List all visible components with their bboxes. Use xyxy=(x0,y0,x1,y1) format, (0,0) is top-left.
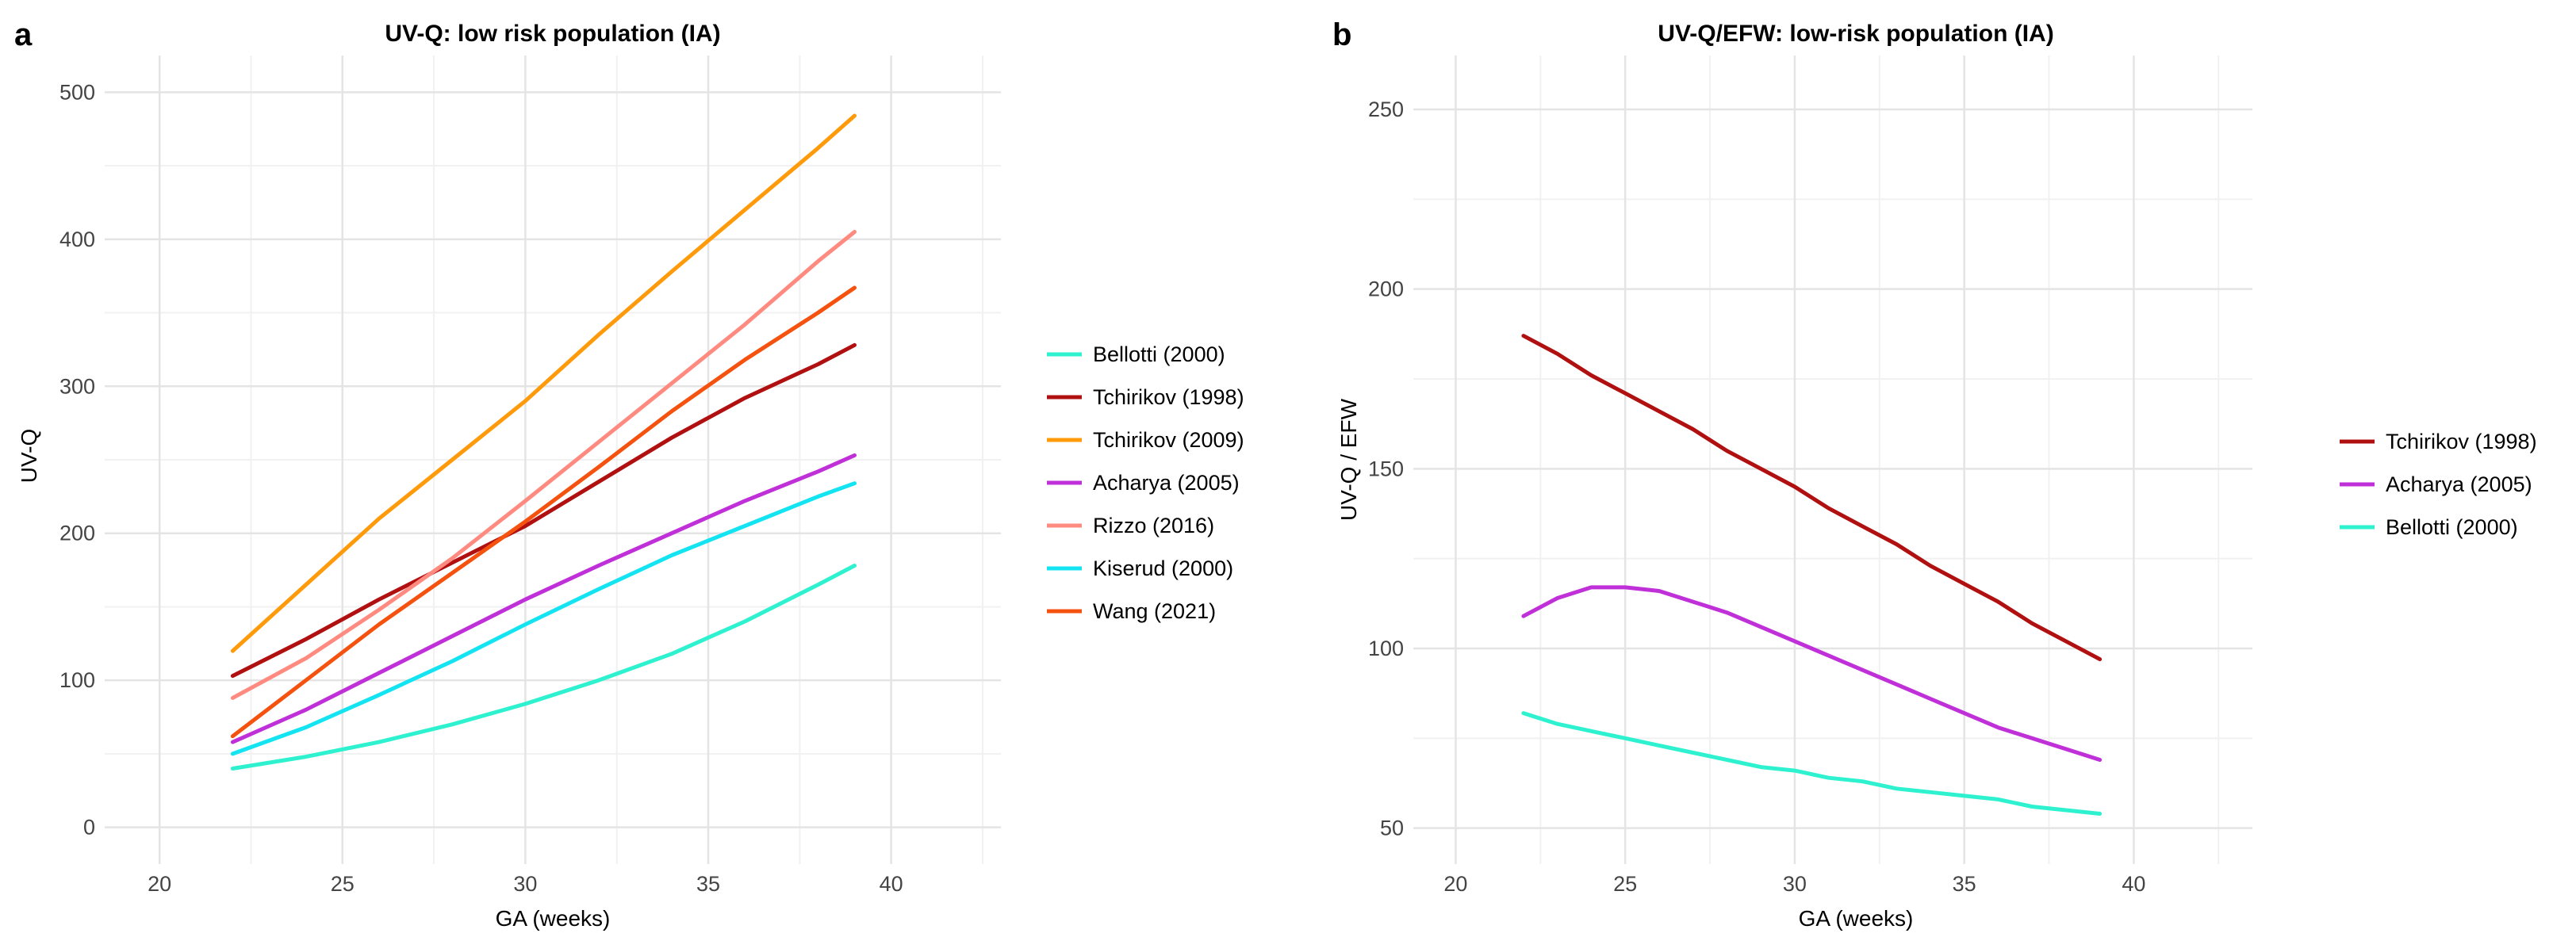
b-y-tick-label: 100 xyxy=(1368,637,1404,660)
panel-a-y-axis-label: UV-Q xyxy=(17,429,41,483)
b-series-line-tchirikov-1998 xyxy=(1521,334,2103,662)
a-x-tick-label: 40 xyxy=(880,872,903,896)
b-y-tick-label: 150 xyxy=(1368,457,1404,480)
panel-b-letter: b xyxy=(1332,17,1351,52)
a-x-tick-label: 30 xyxy=(513,872,537,896)
a-y-tick-label: 500 xyxy=(59,80,95,104)
panel-a-series-lines xyxy=(230,113,857,771)
a-y-tick-label: 400 xyxy=(59,228,95,251)
a-series-line-acharya-2005 xyxy=(230,453,857,744)
a-legend-label: Bellotti (2000) xyxy=(1093,342,1225,366)
panel-b-grid xyxy=(1413,55,2252,864)
a-legend-label: Kiserud (2000) xyxy=(1093,556,1233,580)
b-legend-label: Tchirikov (1998) xyxy=(2386,430,2537,453)
b-y-tick-label: 50 xyxy=(1380,817,1404,840)
panel-b: b UV-Q/EFW: low-risk population (IA) 20 2… xyxy=(1332,17,2537,931)
a-y-tick-label: 200 xyxy=(59,522,95,545)
b-x-tick-label: 20 xyxy=(1443,872,1467,896)
panel-b-legend: Tchirikov (1998) Acharya (2005) Bellotti (… xyxy=(2340,430,2537,539)
panel-b-x-axis-label: GA (weeks) xyxy=(1799,906,1914,931)
panel-a-letter: a xyxy=(14,17,33,52)
a-series-line-wang-2021 xyxy=(230,285,857,739)
a-legend-label: Tchirikov (2009) xyxy=(1093,428,1244,452)
a-x-tick-label: 25 xyxy=(331,872,355,896)
panel-a-grid xyxy=(105,55,1001,864)
b-x-tick-label: 30 xyxy=(1783,872,1807,896)
a-series-line-tchirikov-1998 xyxy=(230,342,857,679)
panel-b-y-axis-label: UV-Q / EFW xyxy=(1336,398,1361,521)
a-y-tick-label: 300 xyxy=(59,374,95,398)
a-series-line-tchirikov-2009 xyxy=(230,113,857,653)
a-x-tick-label: 35 xyxy=(696,872,720,896)
a-legend-label: Tchirikov (1998) xyxy=(1093,385,1244,409)
a-legend-label: Wang (2021) xyxy=(1093,599,1216,623)
b-series-line-acharya-2005 xyxy=(1521,585,2103,762)
b-x-tick-label: 35 xyxy=(1953,872,1976,896)
a-x-tick-label: 20 xyxy=(148,872,171,896)
b-legend-label: Acharya (2005) xyxy=(2386,472,2532,496)
a-series-line-rizzo-2016 xyxy=(230,230,857,700)
panel-b-tick-labels: 20 25 30 35 40 50 100 150 200 250 xyxy=(1368,98,2145,896)
panel-a-x-axis-label: GA (weeks) xyxy=(496,906,611,931)
a-series-line-bellotti-2000 xyxy=(230,564,857,771)
b-x-tick-label: 25 xyxy=(1613,872,1637,896)
a-legend-label: Rizzo (2016) xyxy=(1093,514,1214,537)
panel-a-title: UV-Q: low risk population (IA) xyxy=(385,21,720,47)
panel-b-title: UV-Q/EFW: low-risk population (IA) xyxy=(1658,21,2053,47)
panel-b-series-lines xyxy=(1521,334,2103,816)
panel-a: a UV-Q: low risk population (IA) 20 25 30 3… xyxy=(14,17,1244,931)
b-series-line-bellotti-2000 xyxy=(1521,711,2103,816)
a-y-tick-label: 100 xyxy=(59,668,95,692)
panel-a-legend: Bellotti (2000) Tchirikov (1998) Tchirikov… xyxy=(1047,342,1244,623)
b-y-tick-label: 250 xyxy=(1368,98,1404,121)
b-x-tick-label: 40 xyxy=(2122,872,2145,896)
a-y-tick-label: 0 xyxy=(83,816,95,839)
a-legend-label: Acharya (2005) xyxy=(1093,471,1240,495)
b-legend-label: Bellotti (2000) xyxy=(2386,515,2518,539)
a-series-line-kiserud-2000 xyxy=(230,481,857,756)
b-y-tick-label: 200 xyxy=(1368,277,1404,301)
